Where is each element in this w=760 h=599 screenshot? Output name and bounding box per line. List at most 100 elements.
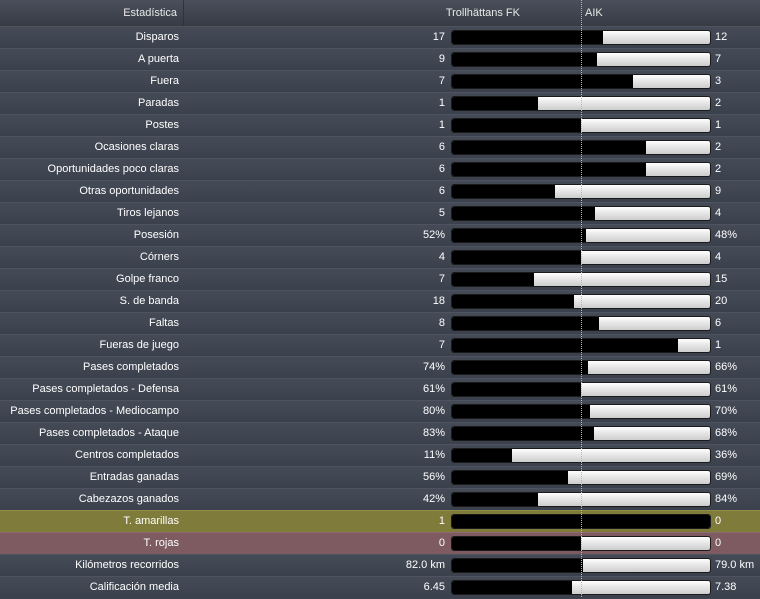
stat-label: Córners [139,251,179,263]
home-share-fill [452,515,710,528]
comparison-bar [451,558,711,573]
away-value: 36% [715,449,738,461]
home-share-fill [452,361,588,374]
stat-label: S. de banda [119,295,179,307]
stat-row: Pases completados - Ataque 83% 68% [0,422,760,444]
stat-row: Disparos 17 12 [0,26,760,48]
home-share-fill [452,383,581,396]
home-value: 6.45 [423,581,445,593]
comparison-bar [451,404,711,419]
stat-row: Fuera 7 3 [0,70,760,92]
home-share-fill [452,53,597,66]
home-value: 0 [438,537,445,549]
stat-label: Entradas ganadas [89,471,179,483]
stat-row: Kilómetros recorridos 82.0 km 79.0 km [0,554,760,576]
away-value: 0 [715,515,722,527]
comparison-bar [451,118,711,133]
stat-label: Fueras de juego [99,339,180,351]
comparison-bar [451,52,711,67]
away-value: 4 [715,207,722,219]
home-value: 1 [438,119,445,131]
home-value: 61% [422,383,445,395]
stat-label: Oportunidades poco claras [47,163,179,175]
home-value: 6 [438,185,445,197]
stat-label: Disparos [135,31,179,43]
home-share-fill [452,31,603,44]
stats-header: Estadística Trollhättans FK AIK [0,0,760,27]
away-value: 7.38 [715,581,737,593]
away-value: 3 [715,75,722,87]
stat-row: Oportunidades poco claras 6 2 [0,158,760,180]
comparison-bar [451,338,711,353]
home-value: 80% [422,405,445,417]
away-value: 70% [715,405,738,417]
comparison-bar [451,228,711,243]
stat-label: Pases completados [83,361,179,373]
comparison-bar [451,492,711,507]
stat-row: Ocasiones claras 6 2 [0,136,760,158]
away-value: 0 [715,537,722,549]
comparison-bar [451,470,711,485]
stat-row: Fueras de juego 7 1 [0,334,760,356]
stat-row: Otras oportunidades 6 9 [0,180,760,202]
away-value: 68% [715,427,738,439]
comparison-bar [451,272,711,287]
stat-row: Posesión 52% 48% [0,224,760,246]
away-value: 9 [715,185,722,197]
home-value: 6 [438,141,445,153]
away-value: 15 [715,273,728,285]
home-share-fill [452,141,646,154]
away-value: 61% [715,383,738,395]
comparison-bar [451,162,711,177]
home-value: 56% [422,471,445,483]
comparison-bar [451,426,711,441]
away-value: 84% [715,493,738,505]
stat-label: Paradas [138,97,179,109]
away-value: 2 [715,97,722,109]
home-share-fill [452,317,599,330]
away-value: 48% [715,229,738,241]
stat-label: Pases completados - Mediocampo [10,405,179,417]
stat-label: Pases completados - Ataque [38,427,179,439]
stat-label: Kilómetros recorridos [75,559,179,571]
stat-row: Golpe franco 7 15 [0,268,760,290]
stat-row: Pases completados - Mediocampo 80% 70% [0,400,760,422]
home-share-fill [452,185,555,198]
away-value: 1 [715,339,722,351]
home-value: 74% [422,361,445,373]
comparison-bar [451,360,711,375]
comparison-bar [451,30,711,45]
home-share-fill [452,581,572,594]
comparison-bar [451,294,711,309]
stat-label: A puerta [138,53,179,65]
away-team-header[interactable]: AIK [585,7,603,19]
stat-label: Calificación media [89,581,179,593]
home-value: 83% [422,427,445,439]
comparison-bar [451,74,711,89]
stat-label: Fuera [150,75,179,87]
home-share-fill [452,339,678,352]
stat-row: A puerta 9 7 [0,48,760,70]
stat-row: Córners 4 4 [0,246,760,268]
comparison-bar [451,580,711,595]
home-value: 7 [438,339,445,351]
home-team-header[interactable]: Trollhättans FK [445,7,520,19]
away-value: 6 [715,317,722,329]
home-value: 5 [438,207,445,219]
stat-column-header[interactable]: Estadística [0,0,184,26]
home-share-fill [452,229,586,242]
comparison-bar [451,96,711,111]
away-value: 2 [715,163,722,175]
stat-row: T. rojas 0 0 [0,532,760,554]
stat-label: T. rojas [143,537,179,549]
home-share-fill [452,493,538,506]
away-value: 4 [715,251,722,263]
away-value: 79.0 km [715,559,755,571]
stat-label: Centros completados [75,449,179,461]
comparison-bar [451,514,711,529]
home-value: 18 [432,295,445,307]
stat-row: Cabezazos ganados 42% 84% [0,488,760,510]
comparison-bar [451,206,711,221]
stat-row: Pases completados 74% 66% [0,356,760,378]
